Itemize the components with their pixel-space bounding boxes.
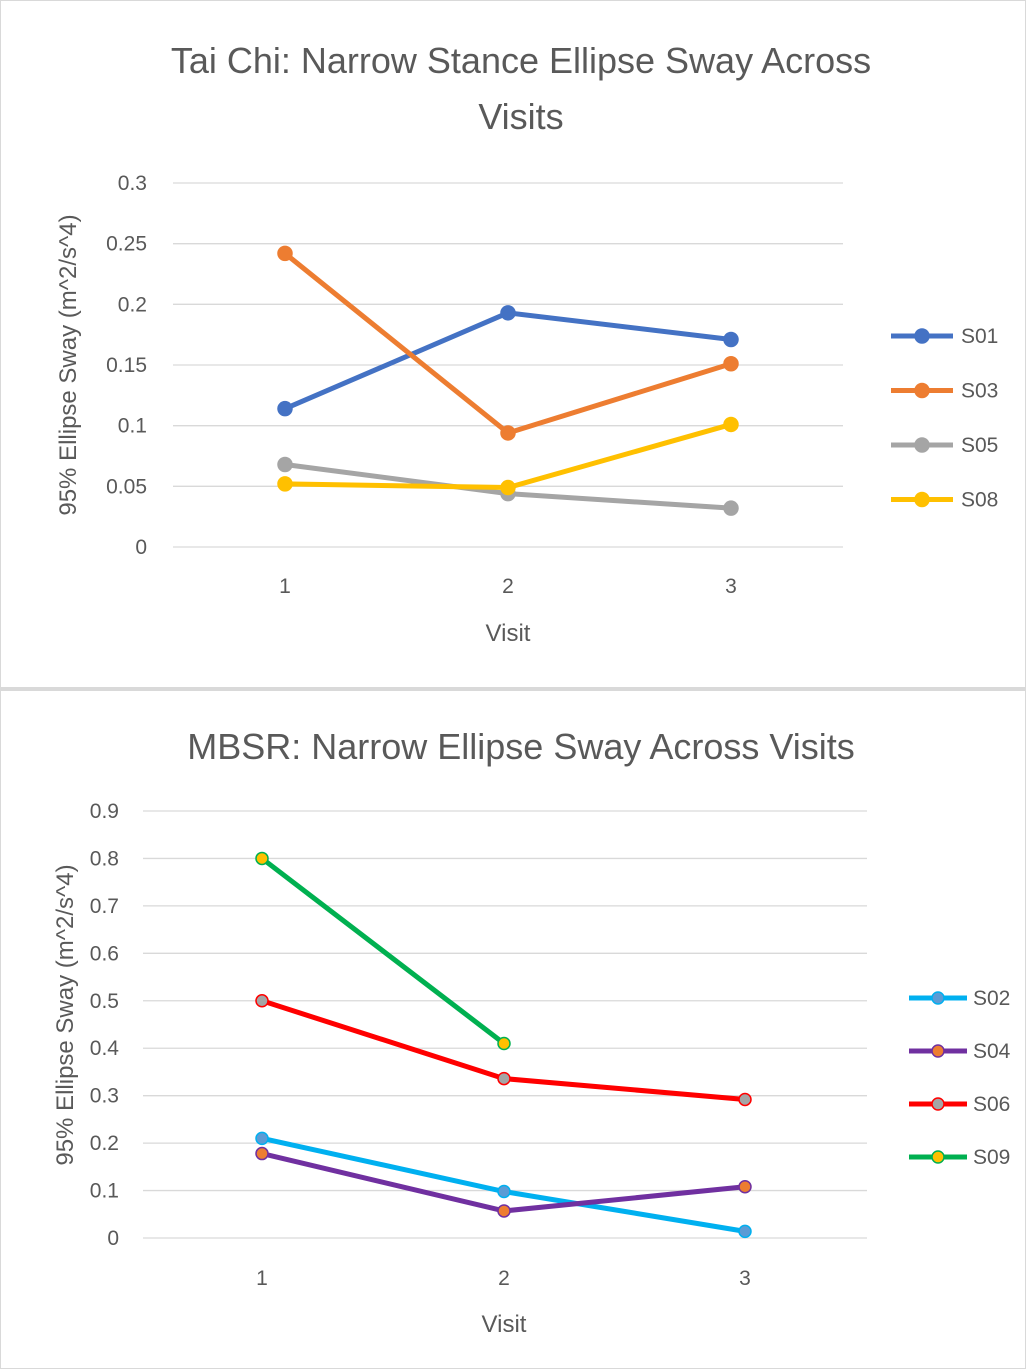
y-tick-label: 0.9	[90, 800, 119, 823]
data-point-s03	[723, 356, 739, 372]
data-point-s03	[500, 425, 516, 441]
x-axis-label: Visit	[486, 620, 531, 647]
y-tick-label: 0.5	[90, 990, 119, 1013]
legend-label-s06: S06	[973, 1093, 1010, 1116]
x-tick-label: 1	[279, 575, 291, 598]
data-point-s06	[497, 1071, 511, 1086]
x-axis-label: Visit	[482, 1311, 527, 1338]
chart-mbsr: MBSR: Narrow Ellipse Sway Across Visits 0…	[52, 726, 1011, 1338]
y-tick-label: 0	[107, 1227, 119, 1250]
legend-marker-s01	[914, 328, 930, 344]
data-point-s06	[255, 994, 269, 1008]
chart-title: Tai Chi: Narrow Stance Ellipse Sway Acro…	[171, 40, 871, 81]
chart-tai-chi: Tai Chi: Narrow Stance Ellipse Sway Acro…	[55, 40, 998, 647]
data-point-s08	[500, 479, 516, 496]
data-point-s05	[277, 456, 293, 473]
y-tick-label: 0.3	[118, 172, 147, 195]
y-tick-label: 0.1	[118, 415, 147, 438]
data-point-s03	[277, 245, 293, 262]
data-point-s09	[497, 1036, 511, 1051]
legend-marker-s06	[931, 1097, 945, 1111]
chart-panel-mbsr: MBSR: Narrow Ellipse Sway Across Visits 0…	[0, 688, 1026, 1369]
y-tick-label: 0.3	[90, 1085, 119, 1108]
legend-label-s09: S09	[973, 1146, 1010, 1169]
series-line-s09	[259, 855, 507, 1046]
legend-marker-s05	[914, 437, 930, 453]
y-axis-label: 95% Ellipse Sway (m^2/s^4)	[52, 864, 79, 1165]
data-point-s01	[500, 305, 516, 321]
x-tick-label: 3	[739, 1267, 751, 1290]
legend-label-s01: S01	[961, 325, 998, 348]
chart-title: MBSR: Narrow Ellipse Sway Across Visits	[187, 726, 855, 767]
series-line-s01	[282, 310, 734, 412]
y-tick-label: 0.05	[106, 475, 147, 498]
legend-marker-s04	[931, 1044, 945, 1058]
series-line-s04	[259, 1151, 748, 1214]
series-line-s03	[282, 250, 734, 436]
y-tick-label: 0.4	[90, 1037, 120, 1060]
data-point-s02	[497, 1184, 511, 1199]
chart-panel-tai-chi: Tai Chi: Narrow Stance Ellipse Sway Acro…	[0, 0, 1026, 688]
data-point-s04	[255, 1146, 269, 1161]
x-tick-label: 1	[256, 1267, 268, 1290]
data-point-s05	[723, 500, 739, 516]
y-tick-label: 0.8	[90, 847, 119, 870]
data-point-s04	[497, 1204, 511, 1218]
data-point-s01	[277, 400, 293, 417]
chart-title: Visits	[478, 96, 563, 137]
y-tick-label: 0.6	[90, 942, 119, 965]
y-tick-label: 0.15	[106, 354, 147, 377]
legend-marker-s09	[931, 1150, 945, 1164]
data-point-s09	[255, 851, 269, 866]
x-tick-label: 2	[498, 1267, 510, 1290]
y-axis-label: 95% Ellipse Sway (m^2/s^4)	[55, 214, 82, 515]
data-point-s06	[738, 1092, 752, 1107]
y-tick-label: 0.1	[90, 1180, 119, 1203]
data-point-s08	[723, 416, 739, 433]
y-tick-label: 0.2	[118, 293, 147, 316]
data-point-s01	[723, 331, 739, 348]
x-tick-label: 3	[725, 575, 737, 598]
y-tick-label: 0.7	[90, 895, 119, 918]
legend-marker-s02	[931, 991, 945, 1005]
legend-label-s03: S03	[961, 380, 998, 403]
legend-label-s02: S02	[973, 987, 1010, 1010]
data-point-s04	[738, 1180, 752, 1194]
legend-label-s08: S08	[961, 489, 998, 512]
legend-marker-s08	[914, 491, 930, 508]
y-tick-label: 0.2	[90, 1132, 119, 1155]
data-point-s02	[255, 1131, 269, 1146]
legend-marker-s03	[914, 382, 930, 399]
data-point-s02	[738, 1224, 752, 1239]
y-tick-label: 0	[135, 536, 147, 559]
legend-label-s05: S05	[961, 434, 998, 457]
data-point-s08	[277, 476, 293, 492]
legend-label-s04: S04	[973, 1040, 1011, 1063]
y-tick-label: 0.25	[106, 233, 147, 256]
x-tick-label: 2	[502, 575, 514, 598]
